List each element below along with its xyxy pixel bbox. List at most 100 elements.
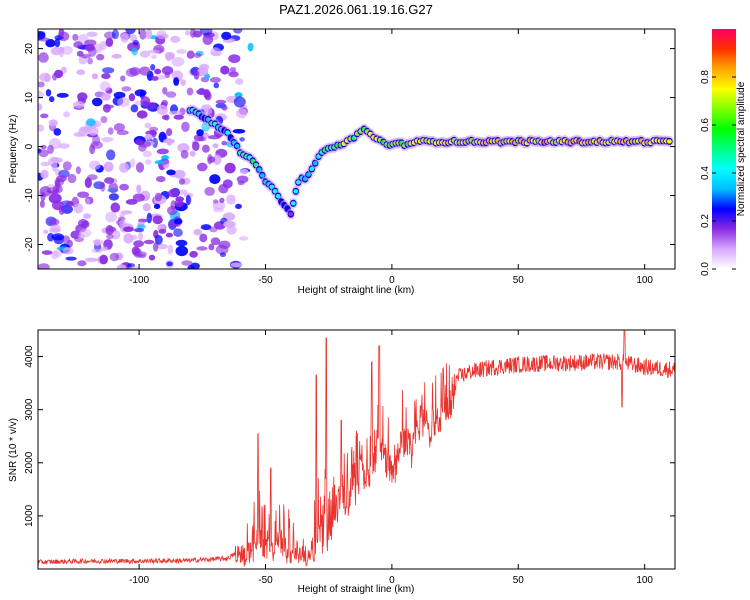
- noise-cell: [120, 33, 129, 43]
- noise-cell: [134, 89, 147, 97]
- noise-cell: [38, 103, 43, 111]
- y-tick-label: 3000: [24, 398, 35, 421]
- noise-cell: [111, 29, 119, 40]
- noise-cell: [154, 68, 162, 75]
- noise-cell: [86, 31, 98, 37]
- noise-cell: [75, 166, 81, 175]
- noise-cell: [96, 53, 105, 61]
- noise-cell: [209, 174, 221, 185]
- noise-cell: [128, 266, 141, 269]
- noise-cell: [130, 234, 138, 240]
- noise-cell: [128, 93, 136, 102]
- noise-cell: [139, 66, 151, 76]
- snr-y-ticks: 1000 2000 3000 4000: [24, 345, 675, 527]
- x-tick-label: -100: [129, 275, 149, 286]
- noise-cell: [136, 110, 148, 119]
- noise-cell: [67, 173, 77, 184]
- noise-cell: [131, 246, 140, 256]
- noise-cell: [76, 69, 86, 75]
- noise-cell: [38, 90, 44, 99]
- noise-cell: [247, 42, 254, 52]
- noise-cell: [168, 188, 179, 198]
- spectrogram-plot-area: [38, 29, 675, 269]
- noise-cell: [92, 239, 104, 245]
- noise-cell: [45, 39, 56, 48]
- noise-cell: [48, 96, 55, 103]
- noise-cell: [77, 233, 85, 239]
- x-tick-label: 50: [513, 575, 525, 586]
- noise-cell: [173, 228, 183, 237]
- noise-cell: [175, 239, 188, 247]
- y-tick-label: 0: [24, 143, 35, 149]
- noise-cell: [105, 211, 117, 223]
- snr-y-label: SNR (10 * v/v): [8, 418, 19, 482]
- noise-cell: [185, 30, 190, 36]
- noise-cell: [135, 162, 145, 173]
- noise-cell: [41, 250, 53, 256]
- y-tick-label: 10: [24, 92, 35, 104]
- spectrogram-frame: [37, 28, 676, 270]
- noise-cell: [87, 174, 98, 181]
- noise-cell: [181, 121, 190, 132]
- noise-cell: [81, 53, 91, 59]
- noise-cell: [40, 113, 49, 119]
- colorbar-tick-label: 0.8: [700, 70, 711, 84]
- noise-cell: [215, 99, 227, 104]
- noise-cell: [101, 92, 111, 101]
- noise-cell: [132, 193, 145, 202]
- noise-cell: [62, 247, 74, 255]
- noise-cell: [180, 150, 189, 159]
- noise-cell: [196, 129, 204, 137]
- noise-cell: [73, 101, 85, 109]
- noise-cell: [100, 182, 106, 192]
- noise-cell: [233, 96, 246, 108]
- noise-cell: [144, 122, 152, 129]
- noise-cell: [53, 249, 62, 258]
- noise-cell: [38, 124, 45, 132]
- noise-cell: [208, 243, 215, 251]
- noise-cell: [39, 186, 52, 197]
- noise-cell: [87, 126, 99, 136]
- snr-x-label: Height of straight line (km): [298, 584, 415, 595]
- colorbar-ticks: 0.0 0.2 0.4 0.6 0.8: [700, 70, 736, 276]
- colorbar-tick-label: 0.6: [700, 118, 711, 132]
- noise-cell: [103, 161, 114, 172]
- signal-core: [667, 139, 672, 144]
- noise-cell: [58, 143, 70, 149]
- noise-cell: [40, 161, 50, 167]
- noise-cell: [189, 250, 198, 258]
- noise-cell: [197, 67, 209, 77]
- noise-cell: [196, 246, 208, 251]
- noise-cell: [219, 197, 225, 203]
- noise-cell: [120, 75, 126, 82]
- signal-core: [259, 173, 265, 178]
- noise-cell: [104, 177, 115, 184]
- noise-cell: [54, 69, 64, 79]
- noise-cell: [139, 29, 147, 40]
- noise-cell: [166, 128, 173, 137]
- chart-title: PAZ1.2026.061.19.16.G27: [279, 2, 433, 17]
- y-tick-label: 1000: [24, 504, 35, 527]
- noise-cell: [179, 107, 186, 116]
- noise-cell: [100, 116, 108, 124]
- noise-cell: [199, 233, 208, 243]
- noise-cell: [232, 129, 246, 134]
- noise-cell: [138, 141, 151, 148]
- noise-cell: [111, 53, 122, 59]
- noise-cell: [203, 107, 213, 115]
- noise-cell: [203, 132, 209, 139]
- noise-cell: [173, 114, 184, 120]
- noise-cell: [144, 133, 153, 140]
- noise-cell: [175, 245, 189, 257]
- noise-cell: [224, 162, 236, 174]
- noise-cell: [101, 73, 111, 80]
- noise-cell: [236, 175, 249, 184]
- noise-cell: [239, 137, 245, 142]
- noise-cell: [236, 108, 248, 119]
- noise-cell: [166, 169, 176, 176]
- noise-cell: [144, 159, 152, 165]
- noise-cell: [54, 38, 61, 48]
- noise-cell: [38, 149, 49, 158]
- noise-cell: [47, 144, 54, 154]
